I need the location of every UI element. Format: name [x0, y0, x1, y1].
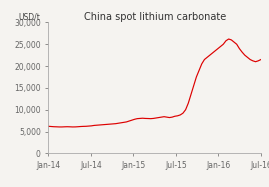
Title: China spot lithium carbonate: China spot lithium carbonate — [84, 12, 226, 22]
Text: USD/t: USD/t — [19, 12, 41, 21]
